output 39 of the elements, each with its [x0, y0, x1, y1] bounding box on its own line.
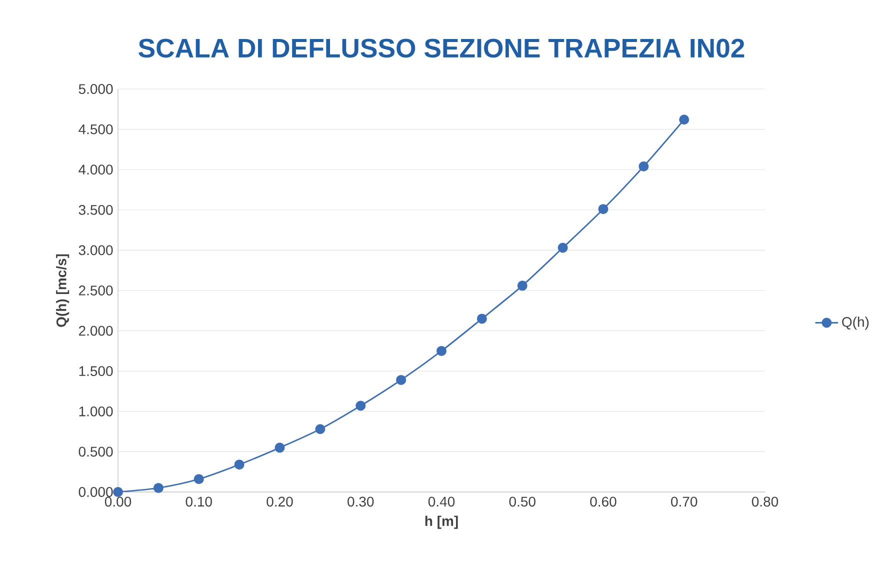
point	[356, 400, 366, 411]
x-tick-label: 0.40	[428, 496, 455, 507]
y-axis-title: Q(h) [mc/s]	[56, 254, 70, 327]
x-tick-label: 0.00	[104, 496, 132, 507]
y-tick-label: 1.500	[79, 366, 113, 376]
y-tick-label: 0.500	[78, 446, 113, 457]
point	[436, 346, 446, 356]
x-tick-label: 0.20	[266, 496, 293, 507]
point	[315, 424, 326, 434]
point	[396, 374, 406, 385]
x-tick-label: 0.30	[348, 496, 374, 507]
point	[476, 314, 487, 324]
point	[153, 482, 164, 493]
point	[234, 460, 244, 470]
point	[679, 114, 690, 125]
point	[274, 442, 285, 453]
x-tick-label: 0.70	[671, 496, 698, 507]
x-tick-label: 0.10	[186, 496, 212, 507]
point	[638, 161, 649, 172]
y-tick-label: 1.000	[79, 406, 113, 416]
legend-label: Q(h)	[842, 316, 869, 330]
y-tick-label: 5.000	[78, 84, 113, 94]
point	[598, 204, 608, 214]
y-tick-label: 0.000	[78, 487, 113, 497]
x-tick-label: 0.80	[752, 496, 778, 507]
chart-title: SCALA DI DEFLUSSO SEZIONE TRAPEZIA IN02	[138, 38, 744, 58]
x-axis-title: h [m]	[425, 516, 458, 529]
point	[558, 242, 568, 253]
y-tick-label: 3.000	[78, 245, 113, 256]
x-tick-label: 0.50	[509, 496, 536, 507]
y-tick-label: 4.500	[78, 124, 113, 134]
point	[113, 486, 124, 497]
y-tick-label: 2.000	[78, 326, 113, 336]
point	[194, 474, 204, 484]
point	[517, 280, 528, 291]
y-tick-label: 2.500	[78, 286, 113, 296]
y-tick-label: 4.000	[78, 164, 113, 175]
x-tick-label: 0.60	[590, 496, 616, 507]
y-tick-label: 3.500	[78, 204, 113, 215]
